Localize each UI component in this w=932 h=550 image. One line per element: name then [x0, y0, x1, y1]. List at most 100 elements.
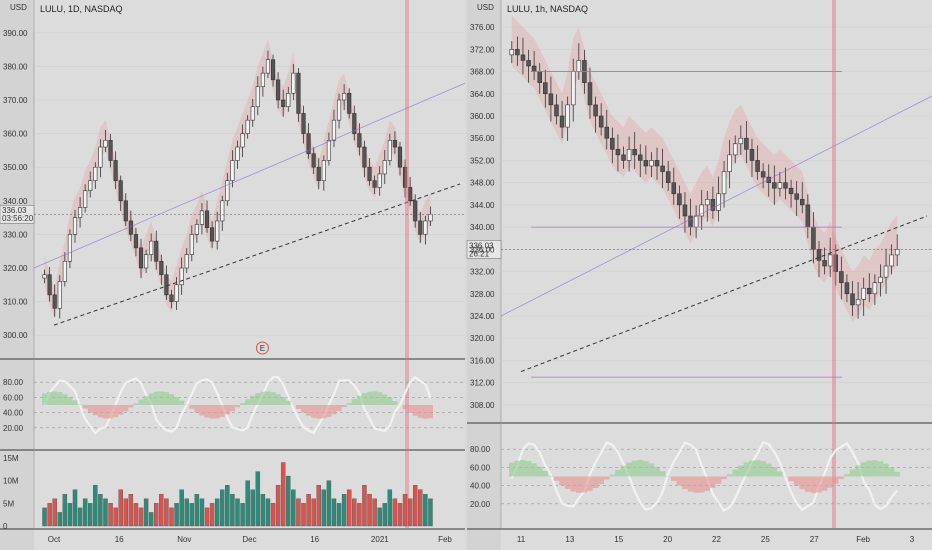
- volume-bar[interactable]: [189, 503, 195, 527]
- candle[interactable]: [387, 140, 392, 161]
- volume-bar[interactable]: [240, 503, 245, 527]
- candle[interactable]: [342, 92, 347, 101]
- candle[interactable]: [57, 281, 62, 309]
- candle[interactable]: [604, 126, 610, 139]
- candle[interactable]: [889, 254, 894, 267]
- candle[interactable]: [727, 154, 732, 172]
- volume-bar[interactable]: [316, 485, 321, 527]
- volume-bar[interactable]: [98, 494, 103, 527]
- candle[interactable]: [526, 60, 531, 67]
- candle[interactable]: [72, 217, 78, 235]
- volume-bar[interactable]: [280, 462, 286, 527]
- volume-bar[interactable]: [199, 498, 205, 527]
- candle[interactable]: [760, 171, 766, 178]
- oscillator-line[interactable]: [43, 375, 432, 435]
- earnings-event-icon[interactable]: [255, 341, 269, 355]
- candle[interactable]: [270, 59, 276, 81]
- volume-bar[interactable]: [123, 498, 129, 527]
- volume-bar[interactable]: [255, 471, 261, 527]
- candle[interactable]: [783, 182, 788, 189]
- candle[interactable]: [276, 79, 281, 101]
- candle[interactable]: [515, 49, 520, 56]
- candle[interactable]: [632, 149, 637, 156]
- candle[interactable]: [281, 99, 286, 108]
- volume-bar[interactable]: [260, 494, 266, 527]
- candle[interactable]: [255, 86, 260, 108]
- candle[interactable]: [660, 165, 665, 172]
- volume-bar[interactable]: [291, 489, 296, 527]
- candle[interactable]: [215, 220, 220, 242]
- volume-bar[interactable]: [265, 498, 271, 527]
- candle[interactable]: [194, 224, 199, 235]
- candle[interactable]: [654, 160, 660, 167]
- candle[interactable]: [377, 173, 382, 188]
- candle[interactable]: [554, 104, 559, 117]
- volume-bar[interactable]: [382, 503, 387, 527]
- candle[interactable]: [220, 200, 225, 222]
- candle[interactable]: [509, 49, 515, 56]
- candle[interactable]: [179, 267, 184, 286]
- candle[interactable]: [347, 92, 352, 114]
- volume-bar[interactable]: [331, 498, 337, 527]
- candle[interactable]: [593, 104, 598, 117]
- candle[interactable]: [204, 210, 210, 228]
- candle[interactable]: [336, 99, 342, 121]
- candle[interactable]: [721, 171, 727, 195]
- trendline-dashed[interactable]: [520, 215, 928, 373]
- candle[interactable]: [189, 234, 194, 255]
- candle[interactable]: [67, 234, 73, 262]
- candle[interactable]: [799, 199, 805, 206]
- volume-bar[interactable]: [336, 503, 342, 527]
- volume-bar[interactable]: [108, 503, 113, 527]
- volume-bar[interactable]: [93, 485, 98, 527]
- candle[interactable]: [744, 137, 749, 150]
- volume-bar[interactable]: [341, 494, 347, 527]
- candle[interactable]: [732, 143, 738, 156]
- volume-bar[interactable]: [77, 507, 83, 527]
- volume-bar[interactable]: [306, 494, 311, 527]
- candle[interactable]: [777, 182, 783, 189]
- candle[interactable]: [260, 72, 265, 87]
- candle[interactable]: [296, 72, 301, 114]
- candle[interactable]: [543, 82, 548, 95]
- volume-bar[interactable]: [184, 498, 189, 527]
- candle[interactable]: [418, 220, 423, 235]
- volume-bar[interactable]: [392, 498, 398, 527]
- candle[interactable]: [306, 133, 311, 155]
- candle[interactable]: [321, 160, 326, 181]
- candle[interactable]: [531, 65, 537, 72]
- volume-bar[interactable]: [174, 503, 179, 527]
- volume-bar[interactable]: [407, 498, 413, 527]
- candle[interactable]: [621, 154, 626, 161]
- volume-bar[interactable]: [47, 503, 52, 527]
- candle[interactable]: [103, 140, 108, 148]
- volume-bar[interactable]: [245, 480, 250, 527]
- volume-bar[interactable]: [346, 489, 352, 527]
- candle[interactable]: [367, 166, 372, 181]
- candle[interactable]: [626, 149, 632, 161]
- candle[interactable]: [671, 182, 677, 195]
- volume-bar[interactable]: [164, 498, 169, 527]
- volume-bar[interactable]: [423, 494, 428, 527]
- candle[interactable]: [408, 187, 413, 202]
- candle[interactable]: [833, 254, 839, 272]
- candle[interactable]: [844, 282, 850, 295]
- candle[interactable]: [878, 276, 883, 283]
- candle[interactable]: [382, 160, 387, 175]
- candle[interactable]: [88, 180, 93, 192]
- volume-bar[interactable]: [235, 498, 240, 527]
- volume-bar[interactable]: [82, 498, 88, 527]
- candle[interactable]: [872, 282, 878, 295]
- volume-bar[interactable]: [225, 485, 230, 527]
- trendline-purple[interactable]: [500, 95, 932, 317]
- candle[interactable]: [52, 294, 57, 309]
- candle[interactable]: [677, 193, 682, 206]
- volume-bar[interactable]: [143, 498, 149, 527]
- volume-bar[interactable]: [209, 503, 215, 527]
- candle[interactable]: [520, 54, 526, 61]
- candle[interactable]: [83, 190, 88, 208]
- candle[interactable]: [159, 260, 164, 276]
- volume-bar[interactable]: [296, 498, 301, 527]
- volume-bar[interactable]: [372, 498, 377, 527]
- candle[interactable]: [42, 274, 47, 279]
